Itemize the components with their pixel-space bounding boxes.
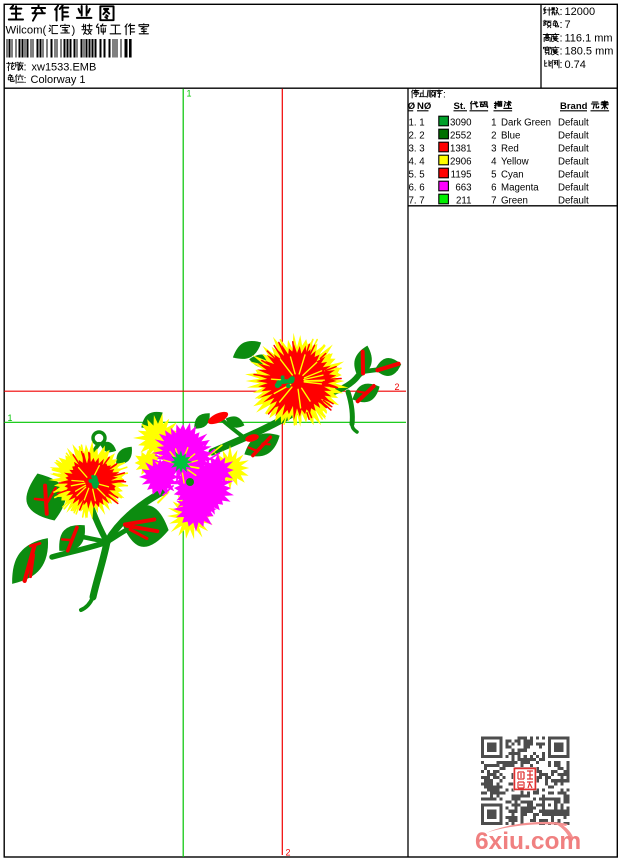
svg-text::: :	[24, 62, 27, 74]
svg-text:7: 7	[491, 196, 496, 207]
svg-text:Wilcom(: Wilcom(	[6, 25, 47, 37]
svg-text:St.: St.	[454, 101, 466, 112]
svg-text:4. 4: 4. 4	[409, 157, 426, 168]
svg-text:Default: Default	[558, 131, 589, 142]
svg-text:Blue: Blue	[501, 131, 520, 142]
svg-text:3. 3: 3. 3	[409, 144, 425, 155]
svg-text:Default: Default	[558, 170, 589, 181]
svg-text:): )	[72, 25, 76, 37]
svg-text:6. 6: 6. 6	[409, 183, 425, 194]
svg-text:1: 1	[187, 89, 192, 99]
svg-text:116.1 mm: 116.1 mm	[565, 32, 613, 44]
svg-text:Default: Default	[558, 196, 589, 207]
svg-text:Colorway 1: Colorway 1	[31, 74, 86, 86]
svg-text:2: 2	[286, 848, 291, 858]
svg-text:Dark Green: Dark Green	[501, 118, 551, 129]
svg-text::: :	[560, 59, 563, 71]
svg-text:Brand: Brand	[560, 101, 588, 112]
svg-text:Red: Red	[501, 144, 519, 155]
svg-text:2: 2	[491, 131, 496, 142]
svg-text:0.74: 0.74	[565, 59, 586, 71]
svg-text:5. 5: 5. 5	[409, 170, 425, 181]
svg-text:4: 4	[491, 157, 497, 168]
svg-text::: :	[24, 74, 27, 86]
svg-text:12000: 12000	[565, 6, 596, 18]
svg-text:Green: Green	[501, 196, 528, 207]
svg-text:Magenta: Magenta	[501, 183, 539, 194]
svg-text:1: 1	[8, 413, 13, 423]
svg-text:663: 663	[455, 183, 471, 194]
svg-text:1195: 1195	[451, 170, 472, 181]
svg-text:Cyan: Cyan	[501, 170, 524, 181]
svg-text:5: 5	[491, 170, 496, 181]
svg-text:7. 7: 7. 7	[409, 196, 425, 207]
svg-text:2552: 2552	[450, 131, 472, 142]
svg-text:Ø: Ø	[408, 101, 415, 112]
svg-text::: :	[560, 19, 563, 31]
svg-text:2: 2	[395, 382, 400, 392]
svg-text:1. 1: 1. 1	[409, 118, 425, 129]
svg-text:211: 211	[456, 196, 471, 207]
svg-text:6xiu.com: 6xiu.com	[475, 828, 581, 855]
svg-text:180.5 mm: 180.5 mm	[565, 46, 614, 58]
svg-text:2. 2: 2. 2	[409, 131, 425, 142]
svg-text:NØ: NØ	[417, 101, 431, 112]
svg-text:6: 6	[491, 183, 496, 194]
svg-text:Default: Default	[558, 183, 589, 194]
svg-text:Default: Default	[558, 118, 589, 129]
svg-text:3090: 3090	[450, 118, 472, 129]
svg-text:Yellow: Yellow	[501, 157, 530, 168]
svg-text::: :	[443, 90, 446, 101]
svg-text:1: 1	[491, 118, 496, 129]
svg-text:Default: Default	[558, 144, 589, 155]
svg-text:1381: 1381	[450, 144, 472, 155]
svg-text::: :	[560, 32, 563, 44]
svg-text::: :	[560, 46, 563, 58]
svg-text:7: 7	[565, 19, 571, 31]
svg-text:xw1533.EMB: xw1533.EMB	[32, 62, 97, 74]
svg-text:3: 3	[491, 144, 496, 155]
svg-text::: :	[560, 6, 563, 18]
svg-text:2906: 2906	[450, 157, 472, 168]
svg-text:Default: Default	[558, 157, 589, 168]
